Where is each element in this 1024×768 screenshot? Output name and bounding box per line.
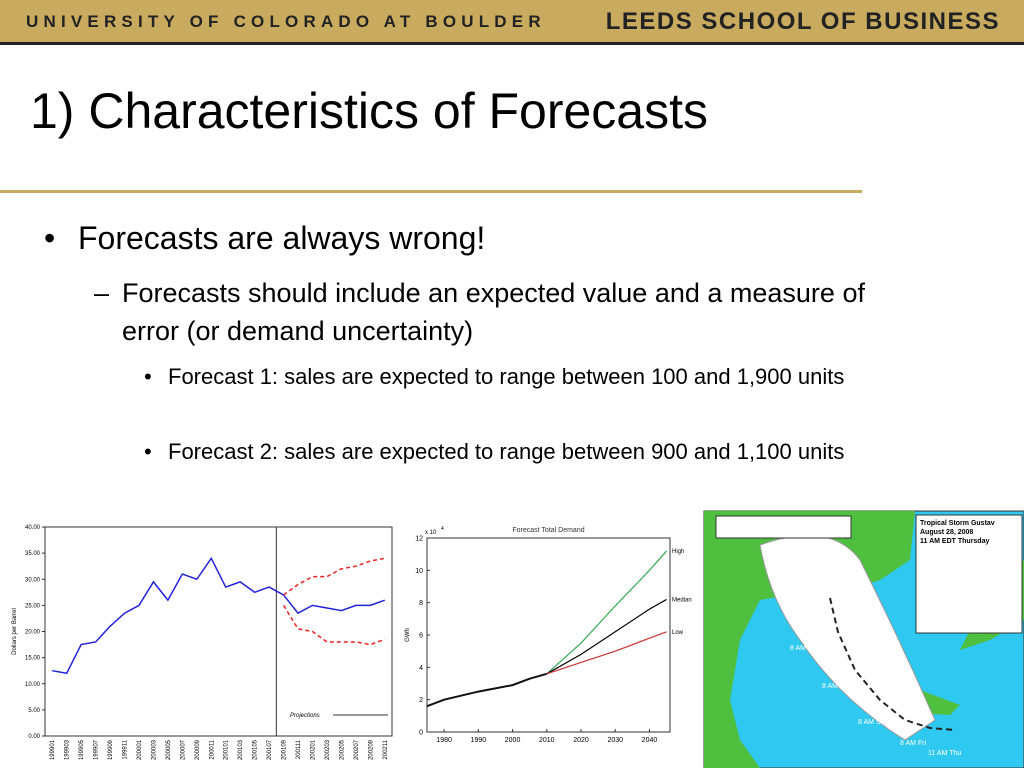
x-tick-label: 2010 — [539, 737, 555, 744]
series-line — [546, 550, 668, 675]
x-tick-label: 200203 — [325, 739, 331, 760]
track — [829, 597, 956, 731]
y-tick-label: 25.00 — [25, 603, 41, 609]
x-tick-label: 2040 — [642, 737, 658, 744]
sub-sub-bullet: Forecast 2: sales are expected to range … — [144, 436, 908, 468]
x-tick-label: 200105 — [253, 739, 259, 760]
chart-title: Forecast Total Demand — [512, 527, 584, 534]
chart: 0.00 5.00 10.00 15.00 20.00 25.00 30.00 35.00 40… — [12, 525, 393, 760]
y-axis-label: GWh — [405, 628, 411, 642]
x-tick-label: 200011 — [209, 739, 215, 759]
sub-sub-bullet: Forecast 1: sales are expected to range … — [144, 361, 908, 393]
map-time: 11 AM EDT Thursday — [920, 538, 989, 545]
y-tick-label: 4 — [419, 665, 423, 672]
sub-bullet: Forecasts should include an expected val… — [94, 274, 912, 350]
x-tick-label: 2000 — [505, 737, 521, 744]
series-line — [282, 604, 386, 646]
track-label: 8 AM Mon — [790, 645, 822, 652]
x-tick-label: 200211 — [383, 739, 389, 759]
x-tick-label: 200001 — [137, 739, 143, 760]
y-scale: x 10 — [425, 530, 437, 536]
annotation: Projections — [290, 713, 320, 719]
x-tick-label: 200209 — [368, 739, 374, 760]
x-tick-label: 2030 — [607, 737, 623, 744]
y-tick-label: 20.00 — [25, 630, 41, 636]
y-tick-label: 0.00 — [28, 734, 40, 740]
y-tick-label: 5.00 — [28, 708, 40, 714]
series-label: Low — [672, 630, 684, 636]
header-bar: UNIVERSITY OF COLORADO AT BOULDER LEEDS … — [0, 0, 1024, 45]
storm-map: Tropical Storm Gustav August 28, 2008 11… — [703, 510, 1024, 768]
y-tick-label: 40.00 — [25, 525, 41, 531]
track-label: 11 AM Thu — [928, 750, 961, 757]
x-tick-label: 199905 — [79, 739, 85, 760]
x-tick-label: 200101 — [224, 739, 230, 760]
y-tick-label: 10 — [415, 568, 423, 575]
x-tick-label: 200009 — [195, 739, 201, 760]
series-line — [546, 631, 667, 675]
plot-area — [44, 526, 393, 737]
x-tick-label: 200207 — [354, 739, 360, 760]
x-tick-label: 200109 — [282, 739, 288, 760]
map-date: August 28, 2008 — [920, 529, 973, 536]
y-tick-label: 6 — [419, 633, 423, 640]
y-tick-label: 15.00 — [25, 656, 41, 662]
y-tick-label: 0 — [419, 730, 423, 737]
forecast-cone — [759, 534, 936, 741]
slide-title: 1) Characteristics of Forecasts — [30, 83, 708, 139]
x-tick-label: 200005 — [166, 739, 172, 760]
x-tick-label: 200201 — [310, 739, 316, 760]
chart: Forecast Total Demand 0 2 4 6 8 10 12 1980 1990 20… — [405, 526, 692, 744]
title-rule — [0, 190, 862, 193]
y-tick-label: 35.00 — [25, 551, 41, 557]
x-tick-label: 200107 — [267, 739, 273, 760]
x-tick-label: 1980 — [436, 737, 452, 744]
x-tick-label: 1990 — [471, 737, 487, 744]
x-tick-label: 199903 — [65, 739, 71, 760]
track-label: 8 AM Fri — [900, 740, 927, 747]
x-tick-label: 199911 — [123, 739, 129, 759]
x-tick-label: 199901 — [50, 739, 56, 760]
scale-box — [715, 515, 852, 539]
map-title: Tropical Storm Gustav — [920, 520, 995, 527]
y-tick-label: 30.00 — [25, 577, 41, 583]
x-tick-label: 199907 — [94, 739, 100, 760]
y-tick-label: 8 — [419, 600, 423, 607]
bullet: Forecasts are always wrong! — [44, 220, 485, 257]
series-line — [52, 556, 386, 675]
y-tick-label: 10.00 — [25, 682, 41, 688]
x-tick-label: 200003 — [151, 739, 157, 760]
y-tick-label: 2 — [419, 697, 423, 704]
header-right: LEEDS SCHOOL OF BUSINESS — [605, 8, 1000, 35]
header-left: UNIVERSITY OF COLORADO AT BOULDER — [26, 12, 546, 31]
y-tick-label: 12 — [415, 536, 423, 543]
series-line — [283, 557, 385, 596]
series-line — [426, 672, 548, 708]
x-tick-label: 200111 — [296, 739, 302, 759]
series-label: Median — [672, 597, 692, 603]
x-tick-label: 199909 — [108, 739, 114, 760]
plot-area — [426, 537, 671, 733]
legend-box — [915, 514, 1023, 634]
track-label: 8 AM Sat — [858, 719, 886, 726]
x-tick-label: 200103 — [238, 739, 244, 760]
y-axis-label: Dollars per Barrel — [12, 608, 18, 655]
series-line — [546, 598, 667, 675]
x-tick-label: 200205 — [339, 739, 345, 760]
x-tick-label: 2020 — [573, 737, 589, 744]
track-label: 8 AM Sun — [822, 683, 852, 690]
y-scale-exp: 4 — [441, 526, 444, 532]
series-label: High — [672, 549, 684, 555]
x-tick-label: 200007 — [180, 739, 186, 760]
track-label: 8 AM Tue — [834, 592, 864, 599]
